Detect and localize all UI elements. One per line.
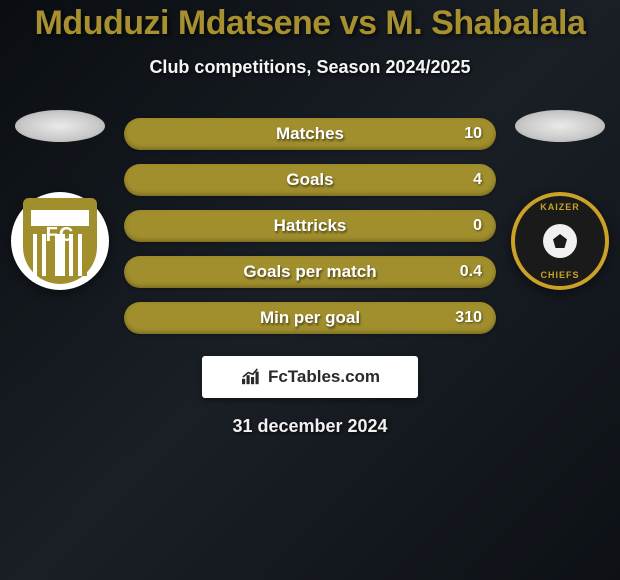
comparison-card: Mduduzi Mdatsene vs M. Shabalala Club co… — [0, 0, 620, 437]
player-right-column: KAIZER CHIEFS — [500, 118, 620, 290]
stat-bar-hattricks: Hattricks 0 — [124, 210, 496, 242]
stat-label: Goals per match — [243, 262, 376, 282]
stat-right-value: 10 — [464, 125, 482, 143]
stat-label: Matches — [276, 124, 344, 144]
chart-icon — [240, 368, 262, 386]
stat-right-value: 4 — [473, 171, 482, 189]
stat-right-value: 310 — [455, 309, 482, 327]
stat-bar-goals-per-match: Goals per match 0.4 — [124, 256, 496, 288]
club-badge-left: FC — [11, 192, 109, 290]
player-left-column: FC — [0, 118, 120, 290]
stat-bar-min-per-goal: Min per goal 310 — [124, 302, 496, 334]
badge-right-inner: KAIZER CHIEFS — [515, 196, 605, 286]
soccer-ball-icon — [543, 224, 577, 258]
club-badge-right: KAIZER CHIEFS — [511, 192, 609, 290]
stat-bar-goals: Goals 4 — [124, 164, 496, 196]
stat-label: Goals — [286, 170, 333, 190]
branding-text: FcTables.com — [268, 367, 380, 387]
badge-right-text-bottom: CHIEFS — [540, 270, 579, 280]
branding-badge[interactable]: FcTables.com — [202, 356, 418, 398]
stat-bar-matches: Matches 10 — [124, 118, 496, 150]
stat-right-value: 0 — [473, 217, 482, 235]
season-subtitle: Club competitions, Season 2024/2025 — [0, 57, 620, 78]
stat-label: Hattricks — [274, 216, 347, 236]
stat-bars: Matches 10 Goals 4 Hattricks 0 Goals per… — [120, 118, 500, 334]
page-title: Mduduzi Mdatsene vs M. Shabalala — [0, 4, 620, 43]
player-right-face — [515, 110, 605, 142]
stat-label: Min per goal — [260, 308, 360, 328]
date-line: 31 december 2024 — [0, 416, 620, 437]
badge-left-letters: FC — [46, 224, 75, 247]
badge-right-text-top: KAIZER — [540, 202, 580, 212]
stat-right-value: 0.4 — [460, 263, 482, 281]
stats-area: FC Matches 10 Goals 4 Hattricks 0 Goals … — [0, 118, 620, 334]
player-left-face — [15, 110, 105, 142]
